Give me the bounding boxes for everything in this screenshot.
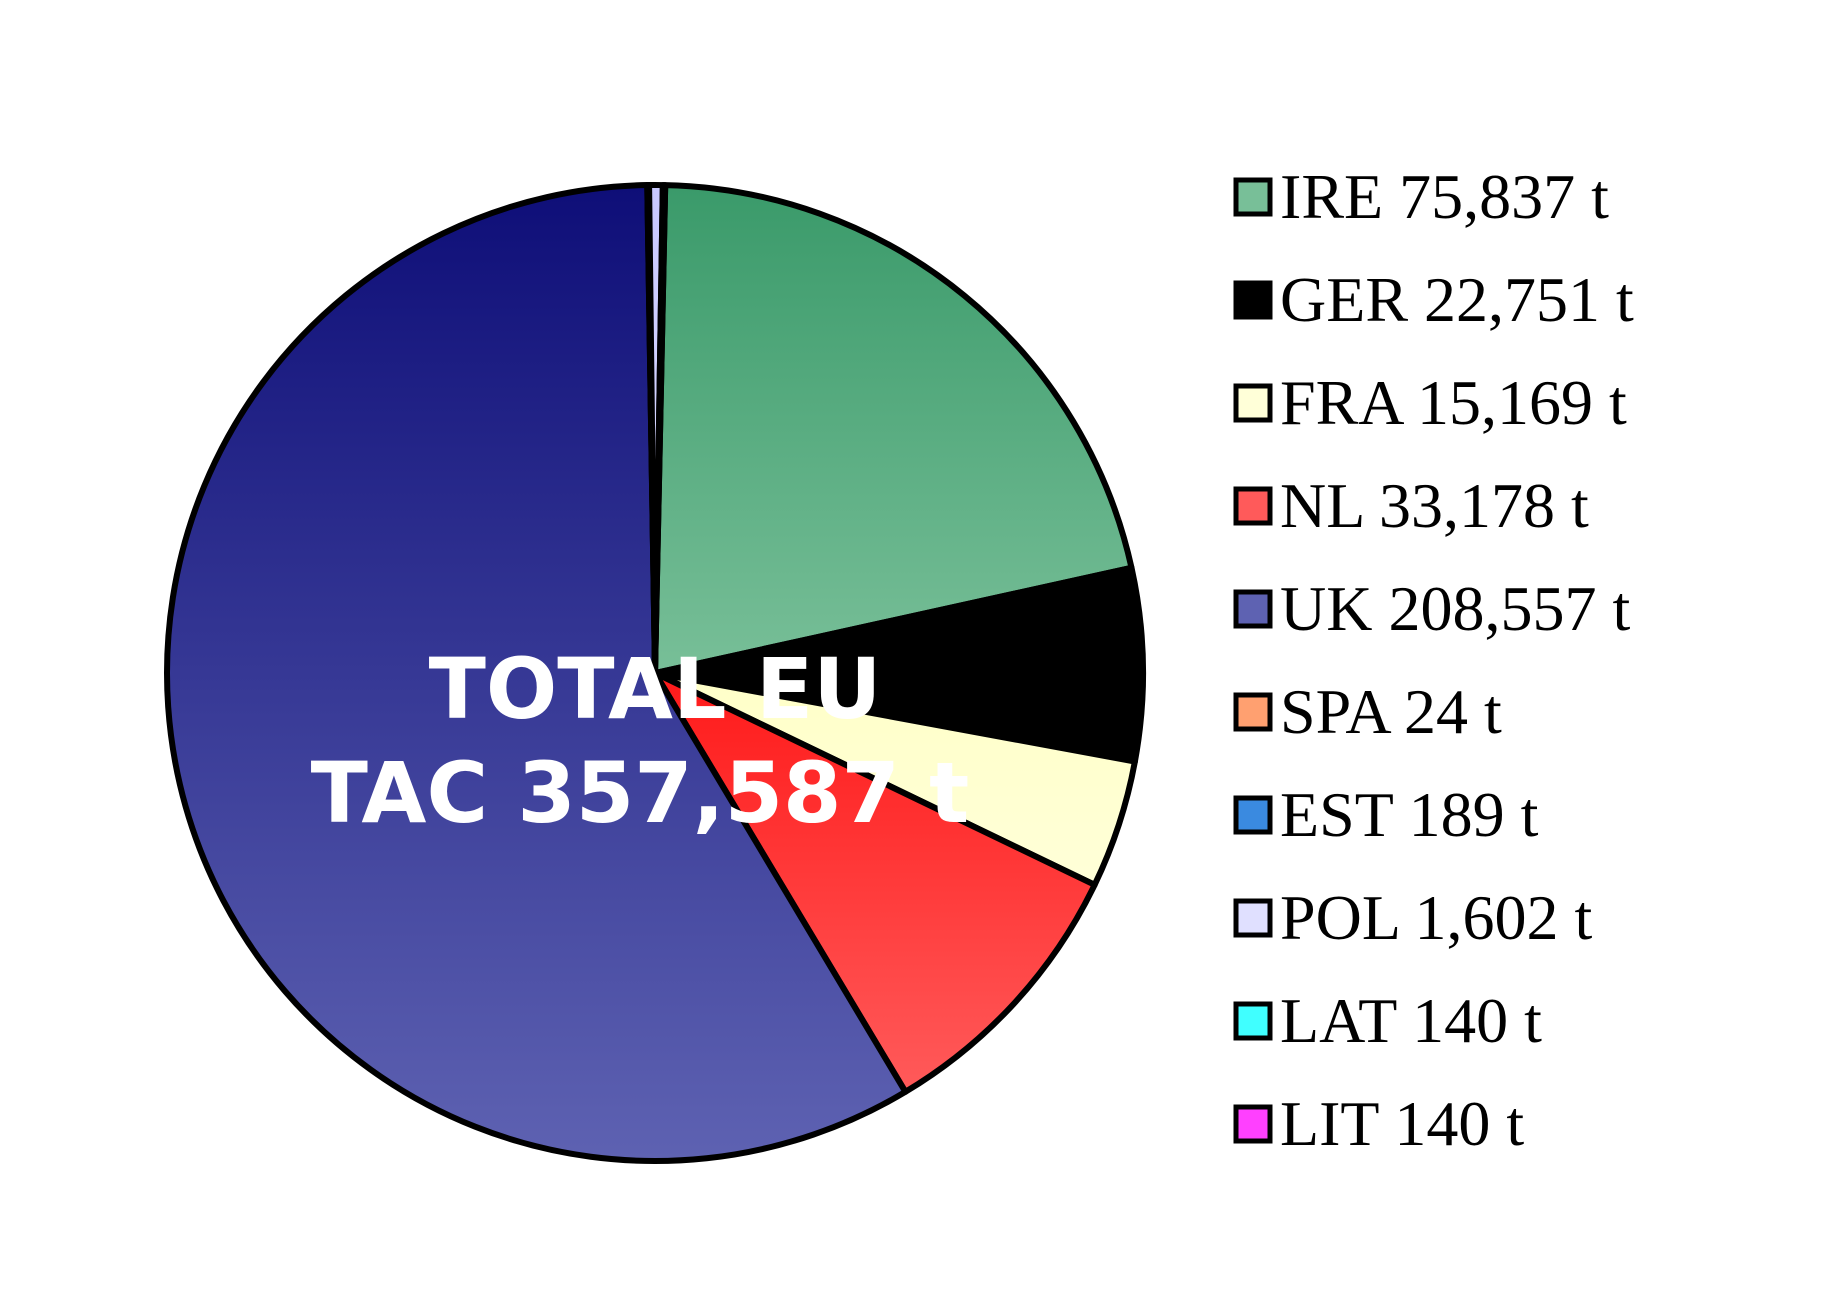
legend-label-est: EST 189 t — [1280, 779, 1539, 850]
legend-item-spa: SPA 24 t — [1233, 676, 1502, 747]
pie-slice-uk — [164, 182, 909, 1164]
legend-label-lat: LAT 140 t — [1280, 985, 1542, 1056]
pie-slice-nl — [652, 670, 1098, 1095]
legend-label-fra: FRA 15,169 t — [1280, 367, 1627, 438]
legend-swatch-spa — [1233, 692, 1273, 732]
legend-swatch-est — [1233, 795, 1273, 835]
total-annotation-line-2: TAC 357,587 t — [311, 744, 970, 842]
legend-label-pol: POL 1,602 t — [1280, 882, 1593, 953]
legend-label-ire: IRE 75,837 t — [1280, 161, 1609, 232]
legend-swatch-uk — [1233, 589, 1273, 629]
pie-slice-ger — [652, 564, 1146, 765]
legend-item-lat: LAT 140 t — [1233, 985, 1542, 1056]
legend-swatch-ger — [1233, 280, 1273, 320]
legend-item-ger: GER 22,751 t — [1233, 264, 1634, 335]
legend-swatch-pol — [1233, 898, 1273, 938]
legend-item-uk: UK 208,557 t — [1233, 573, 1630, 644]
legend-swatch-lit — [1233, 1104, 1273, 1144]
legend-swatch-lat — [1233, 1001, 1273, 1041]
total-annotation: TOTAL EU TAC 357,587 t — [311, 640, 970, 842]
legend-swatch-fra — [1233, 383, 1273, 423]
pie-slices — [164, 182, 1146, 1164]
pie-slice-ire — [652, 182, 1135, 676]
legend-item-ire: IRE 75,837 t — [1233, 161, 1609, 232]
legend-label-nl: NL 33,178 t — [1280, 470, 1589, 541]
legend-item-est: EST 189 t — [1233, 779, 1539, 850]
total-annotation-line-1: TOTAL EU — [429, 640, 882, 738]
legend-item-fra: FRA 15,169 t — [1233, 367, 1627, 438]
legend-swatch-ire — [1233, 177, 1273, 217]
legend-item-lit: LIT 140 t — [1233, 1088, 1524, 1159]
legend-item-pol: POL 1,602 t — [1233, 882, 1593, 953]
legend-label-spa: SPA 24 t — [1280, 676, 1502, 747]
legend-label-ger: GER 22,751 t — [1280, 264, 1634, 335]
legend: IRE 75,837 t GER 22,751 t FRA 15,169 t NL 3… — [1233, 161, 1634, 1159]
legend-label-uk: UK 208,557 t — [1280, 573, 1630, 644]
legend-swatch-nl — [1233, 486, 1273, 526]
legend-item-nl: NL 33,178 t — [1233, 470, 1589, 541]
pie-slice-lit — [652, 182, 669, 676]
legend-label-lit: LIT 140 t — [1280, 1088, 1524, 1159]
